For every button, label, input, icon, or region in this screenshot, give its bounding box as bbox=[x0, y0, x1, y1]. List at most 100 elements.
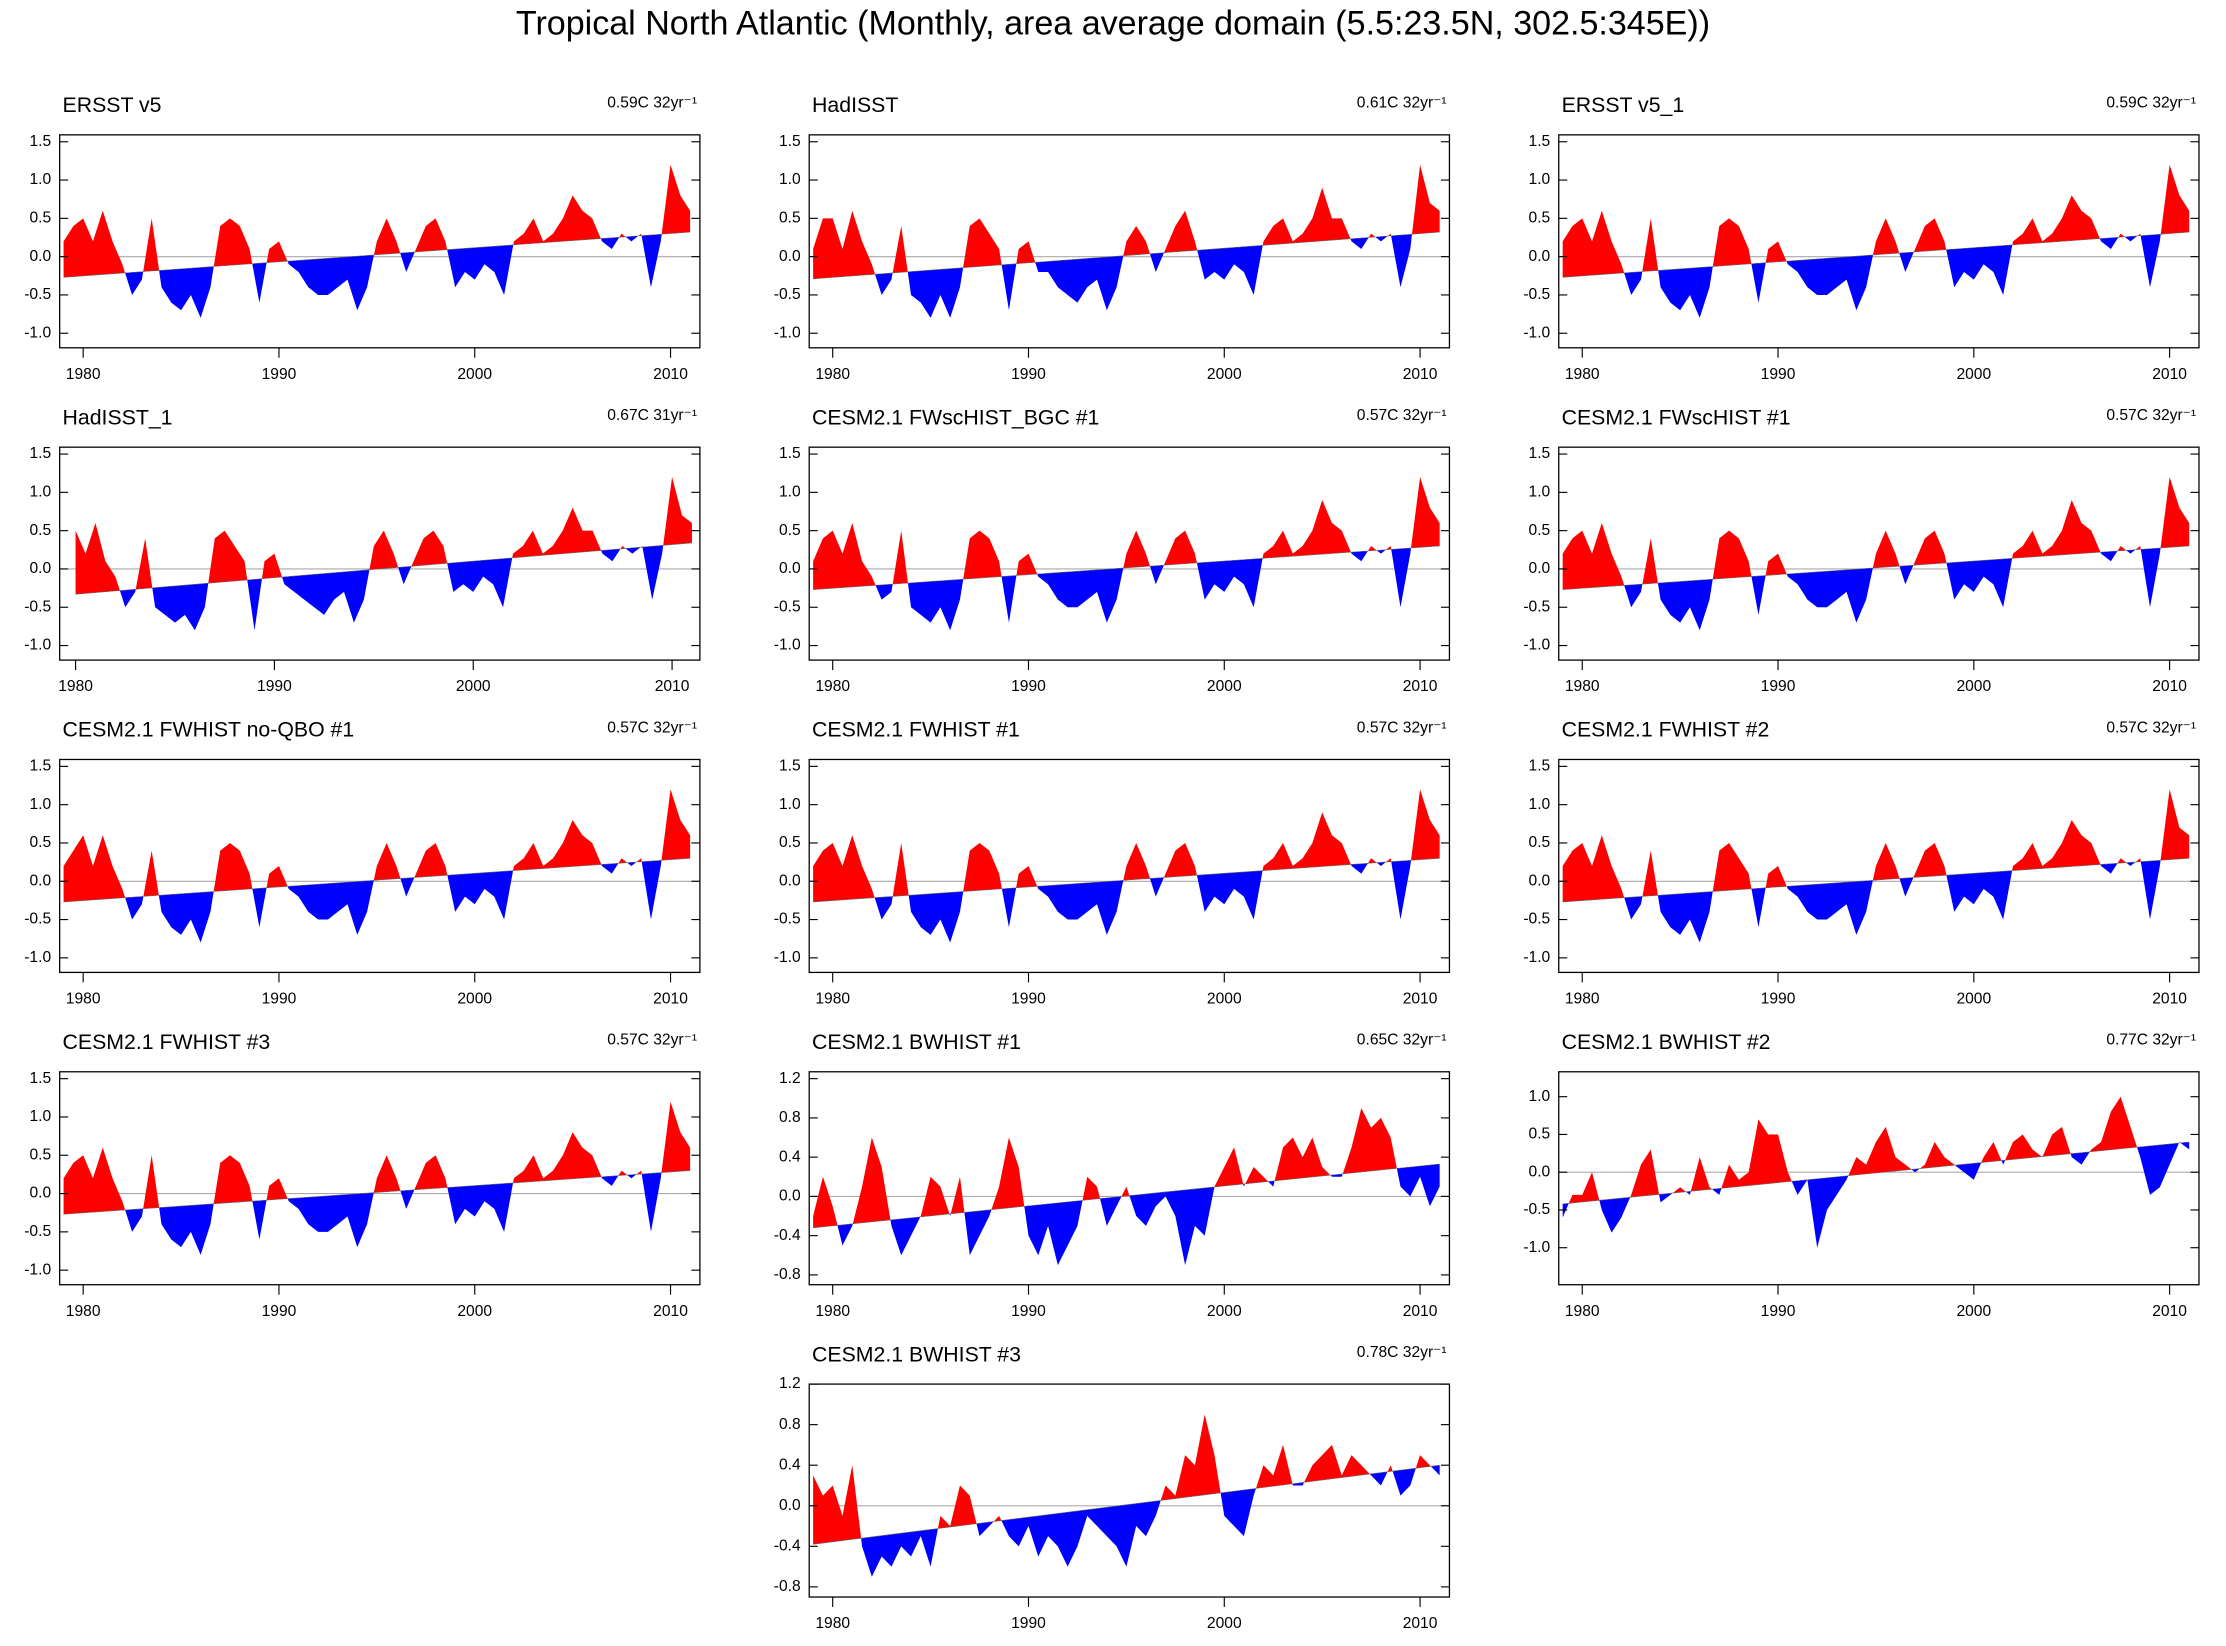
panel-title: HadISST_1 bbox=[63, 405, 173, 429]
y-tick-label: 1.0 bbox=[1529, 796, 1551, 813]
x-tick-label: 1990 bbox=[1761, 678, 1796, 695]
panel-title: ERSST v5_1 bbox=[1562, 93, 1685, 117]
plot-frame bbox=[59, 446, 701, 661]
plot-frame bbox=[59, 134, 701, 349]
plot-frame bbox=[59, 758, 701, 974]
y-tick-label: 1.0 bbox=[1529, 483, 1551, 500]
y-tick-label: 0.0 bbox=[779, 872, 801, 889]
trend-line bbox=[1562, 857, 2190, 903]
y-tick-label: -0.8 bbox=[774, 1578, 801, 1595]
y-tick-label: -1.0 bbox=[1523, 949, 1550, 966]
y-tick-label: -0.5 bbox=[24, 598, 51, 615]
y-tick-label: 1.5 bbox=[29, 757, 51, 774]
panel-subtitle: 0.65C 32yr⁻¹ bbox=[1357, 1032, 1447, 1049]
y-tick-label: -0.5 bbox=[774, 598, 801, 615]
x-tick-label: 1990 bbox=[1761, 991, 1796, 1008]
y-tick-label: 1.0 bbox=[779, 171, 801, 188]
y-tick-label: -0.5 bbox=[1523, 911, 1550, 928]
area-above-trend bbox=[813, 164, 1440, 280]
trend-line bbox=[813, 545, 1440, 590]
x-tick-label: 2010 bbox=[2152, 1303, 2187, 1320]
y-tick-label: 0.0 bbox=[1529, 248, 1551, 265]
x-tick-label: 2010 bbox=[1403, 1303, 1438, 1320]
x-tick-label: 1980 bbox=[1565, 1303, 1600, 1320]
y-tick-label: 0.0 bbox=[29, 248, 51, 265]
y-tick-label: -1.0 bbox=[24, 324, 51, 341]
x-tick-label: 2010 bbox=[655, 678, 690, 695]
y-tick-label: 0.5 bbox=[779, 834, 801, 851]
area-above-trend bbox=[813, 789, 1440, 903]
area-above-trend bbox=[63, 789, 691, 903]
trend-line bbox=[813, 857, 1440, 903]
x-tick-label: 1980 bbox=[66, 991, 101, 1008]
panel-subtitle: 0.78C 32yr⁻¹ bbox=[1357, 1344, 1447, 1361]
x-tick-label: 2000 bbox=[1956, 678, 1991, 695]
x-tick-label: 1980 bbox=[815, 991, 850, 1008]
panel-title: CESM2.1 BWHIST #2 bbox=[1562, 1030, 1771, 1054]
x-tick-label: 2010 bbox=[2152, 678, 2187, 695]
y-tick-label: -1.0 bbox=[24, 1261, 51, 1278]
y-tick-label: -0.5 bbox=[1523, 598, 1550, 615]
area-above-trend bbox=[1562, 789, 2190, 903]
plot-frame bbox=[808, 134, 1451, 349]
y-tick-label: 0.5 bbox=[29, 1146, 51, 1163]
y-tick-label: 0.0 bbox=[29, 1185, 51, 1202]
x-tick-label: 2000 bbox=[1207, 991, 1242, 1008]
panel-title: HadISST bbox=[812, 93, 898, 117]
y-tick-label: 0.5 bbox=[29, 522, 51, 539]
x-tick-label: 2010 bbox=[653, 366, 688, 383]
panel-title: CESM2.1 FWHIST no-QBO #1 bbox=[63, 718, 355, 742]
y-tick-label: 1.5 bbox=[779, 757, 801, 774]
x-tick-label: 1980 bbox=[815, 1303, 850, 1320]
panel-subtitle: 0.57C 32yr⁻¹ bbox=[2106, 407, 2196, 424]
trend-line bbox=[1562, 545, 2190, 590]
x-tick-label: 1980 bbox=[815, 678, 850, 695]
x-tick-label: 2010 bbox=[2152, 991, 2187, 1008]
y-tick-label: 0.0 bbox=[779, 248, 801, 265]
x-tick-label: 2000 bbox=[1956, 1303, 1991, 1320]
x-tick-label: 2010 bbox=[653, 991, 688, 1008]
x-tick-label: 1980 bbox=[1565, 678, 1600, 695]
y-tick-label: 0.0 bbox=[29, 560, 51, 577]
trend-line bbox=[63, 1170, 691, 1215]
y-tick-label: 1.5 bbox=[29, 1070, 51, 1087]
area-above-trend bbox=[813, 477, 1440, 590]
y-tick-label: 0.8 bbox=[779, 1416, 801, 1433]
panel-subtitle: 0.77C 32yr⁻¹ bbox=[2106, 1032, 2196, 1049]
y-tick-label: 1.2 bbox=[779, 1375, 801, 1392]
y-tick-label: 0.5 bbox=[1529, 1126, 1551, 1143]
y-tick-label: 0.0 bbox=[1529, 560, 1551, 577]
trend-line bbox=[63, 857, 691, 903]
plot-frame bbox=[808, 1383, 1451, 1598]
y-tick-label: -1.0 bbox=[774, 949, 801, 966]
y-tick-label: -1.0 bbox=[1523, 1239, 1550, 1256]
panel-title: CESM2.1 FWHIST #2 bbox=[1562, 718, 1770, 742]
plot-frame bbox=[1558, 134, 2200, 349]
x-tick-label: 2000 bbox=[457, 1303, 492, 1320]
y-tick-label: 0.5 bbox=[29, 834, 51, 851]
trend-line bbox=[813, 1163, 1440, 1229]
panel-subtitle: 0.57C 32yr⁻¹ bbox=[607, 719, 697, 736]
x-tick-label: 1990 bbox=[1011, 678, 1046, 695]
y-tick-label: 0.0 bbox=[779, 560, 801, 577]
panel-title: CESM2.1 FWHIST #1 bbox=[812, 718, 1020, 742]
x-tick-label: 1980 bbox=[66, 366, 101, 383]
plot-frame bbox=[1558, 446, 2200, 661]
panel-subtitle: 0.57C 32yr⁻¹ bbox=[1357, 407, 1447, 424]
y-tick-label: 1.5 bbox=[1529, 757, 1551, 774]
y-tick-label: -0.4 bbox=[774, 1227, 801, 1244]
y-tick-label: -0.5 bbox=[1523, 286, 1550, 303]
x-tick-label: 2010 bbox=[1403, 678, 1438, 695]
area-above-trend bbox=[63, 164, 691, 278]
panel-subtitle: 0.57C 32yr⁻¹ bbox=[607, 1032, 697, 1049]
y-tick-label: 0.0 bbox=[779, 1188, 801, 1205]
y-tick-label: 1.0 bbox=[779, 796, 801, 813]
area-below-trend bbox=[813, 1463, 1440, 1577]
y-tick-label: 0.0 bbox=[1529, 1163, 1551, 1180]
y-tick-label: -0.4 bbox=[774, 1537, 801, 1554]
y-tick-label: 0.0 bbox=[29, 872, 51, 889]
area-above-trend bbox=[1562, 164, 2190, 278]
y-tick-label: -1.0 bbox=[1523, 324, 1550, 341]
y-tick-label: 1.2 bbox=[779, 1070, 801, 1087]
